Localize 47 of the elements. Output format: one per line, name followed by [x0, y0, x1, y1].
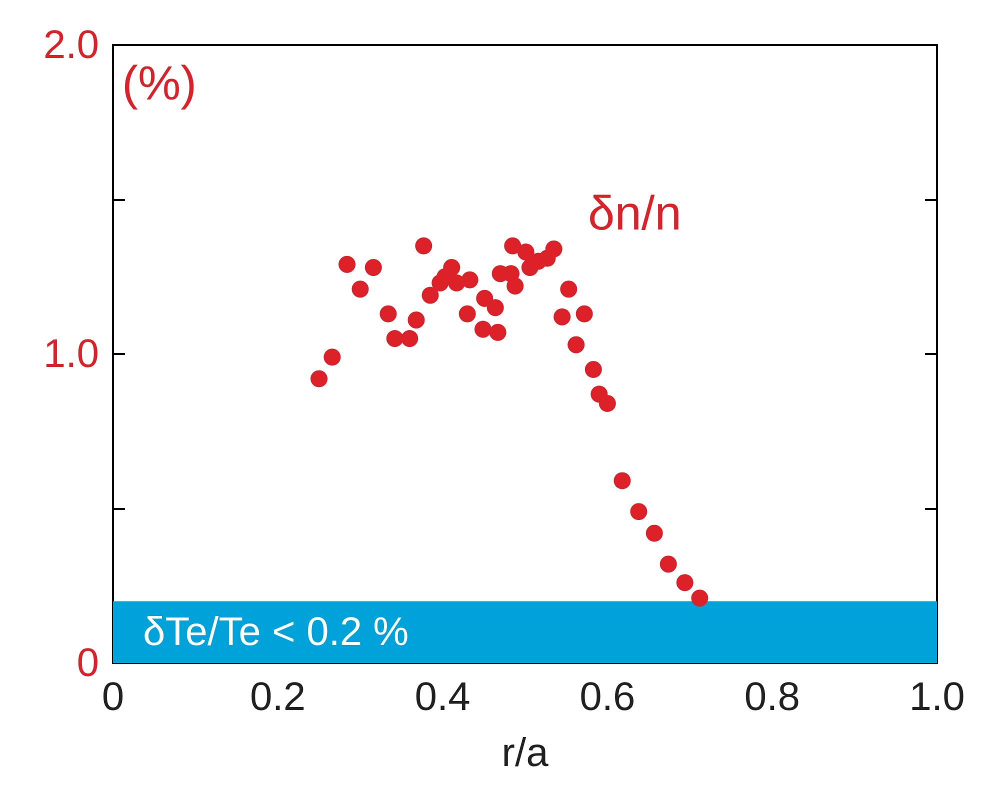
- point: [660, 556, 677, 573]
- point: [408, 312, 425, 329]
- point: [646, 524, 663, 542]
- point: [415, 237, 432, 254]
- x-tick-label: 0.4: [414, 675, 470, 719]
- point: [691, 590, 708, 607]
- point: [560, 280, 578, 298]
- point: [504, 237, 522, 254]
- point: [630, 503, 648, 520]
- point: [310, 370, 328, 388]
- point: [386, 330, 404, 348]
- point: [576, 305, 593, 322]
- point: [401, 330, 418, 348]
- point: [554, 308, 571, 326]
- point: [584, 360, 602, 378]
- y-tick-label: 1.0: [43, 332, 99, 376]
- y-tick-label: 0: [76, 641, 99, 685]
- x-tick-label: 0.2: [250, 675, 306, 719]
- y-axis-title: (%): [122, 58, 197, 110]
- point: [352, 280, 369, 298]
- point: [458, 305, 476, 322]
- point: [443, 258, 460, 276]
- y-tick-label: 2.0: [43, 23, 99, 67]
- x-axis-title: r/a: [502, 731, 550, 775]
- point: [476, 290, 494, 307]
- point: [486, 299, 504, 316]
- point: [614, 472, 631, 490]
- point: [545, 240, 562, 258]
- x-tick-label: 1.0: [909, 675, 965, 719]
- band-label: δTe/Te < 0.2 %: [143, 610, 409, 654]
- series-label: δn/n: [588, 188, 682, 240]
- point: [422, 286, 439, 304]
- x-tick-label: 0.8: [744, 675, 800, 719]
- point: [324, 348, 341, 366]
- x-tick-label: 0.6: [580, 675, 636, 719]
- point: [461, 271, 478, 288]
- point: [380, 305, 397, 322]
- point: [517, 244, 534, 261]
- point: [474, 320, 492, 338]
- point: [489, 324, 506, 341]
- point: [448, 274, 466, 292]
- point: [364, 258, 382, 276]
- point: [338, 256, 356, 273]
- point: [598, 394, 616, 412]
- point: [568, 336, 585, 354]
- point: [676, 574, 694, 592]
- point: [506, 278, 524, 295]
